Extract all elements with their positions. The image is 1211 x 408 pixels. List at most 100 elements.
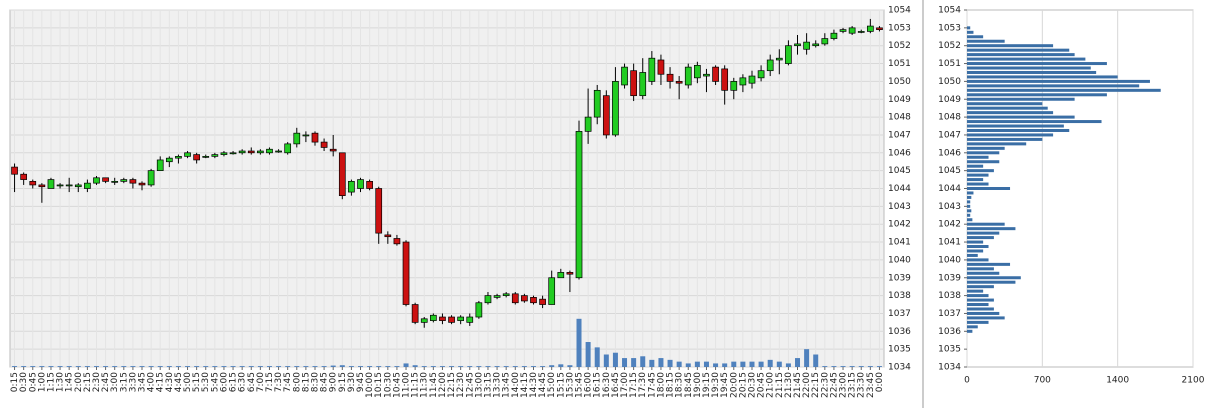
profile-bar: [967, 289, 984, 293]
volume-bar: [376, 366, 382, 367]
profile-bar: [967, 48, 1070, 52]
x-tick-label: 8:30: [310, 372, 320, 392]
volume-bar: [858, 366, 864, 367]
candle-body: [602, 95, 610, 136]
x-tick-label: 7:30: [274, 372, 284, 392]
x-tick-label: 1:45: [65, 372, 75, 392]
y-tick-label: 1035: [938, 345, 961, 355]
candle-body: [866, 25, 874, 32]
x-tick-label: 15:15: [556, 372, 566, 398]
profile-bar: [967, 53, 1075, 57]
x-tick-label: 23:15: [848, 372, 858, 398]
candle-body: [530, 297, 537, 304]
candle-body: [466, 316, 474, 323]
x-tick-label: 2:45: [101, 372, 111, 392]
profile-bar: [967, 267, 994, 271]
x-tick-label: 17:30: [638, 372, 648, 398]
profile-bar: [967, 329, 973, 333]
candle-body: [420, 318, 428, 323]
x-tick-label: 23:30: [857, 372, 867, 398]
profile-bar: [967, 128, 1070, 132]
volume-bar: [603, 354, 609, 367]
volume-bar: [48, 366, 54, 367]
candle-body: [475, 302, 483, 318]
volume-bar: [330, 365, 336, 367]
volume-bar: [703, 361, 709, 367]
x-tick-label: 5:15: [192, 372, 202, 392]
volume-bar: [521, 366, 527, 367]
candle-body: [612, 81, 619, 136]
volume-bar: [676, 361, 682, 367]
x-tick-label: 12:45: [465, 372, 475, 398]
profile-bar: [967, 79, 1150, 83]
volume-bar: [103, 366, 109, 367]
volume-bar: [694, 361, 700, 367]
volume-bar: [66, 366, 72, 367]
candle-body: [202, 156, 210, 158]
candle-body: [757, 70, 765, 79]
volume-bar: [485, 366, 491, 367]
volume-bar: [385, 366, 391, 367]
x-tick-label: 5:45: [210, 372, 220, 392]
y-tick-label: 1042: [888, 220, 911, 230]
x-tick-label: 7:00: [256, 372, 266, 392]
profile-bar: [967, 236, 994, 240]
x-tick-label: 21:45: [793, 372, 803, 398]
volume-bar: [631, 358, 637, 367]
candle-body: [302, 134, 310, 137]
candle-body: [830, 32, 838, 39]
x-tick-label: 11:45: [429, 372, 439, 398]
volume-bar: [594, 347, 600, 367]
profile-bar: [967, 325, 978, 329]
volume-bar: [84, 366, 90, 367]
volume-bar: [203, 366, 209, 367]
x-tick-label: 13:15: [483, 372, 493, 398]
candle-body: [766, 59, 774, 72]
profile-bar: [967, 200, 971, 204]
profile-bar: [967, 93, 1107, 97]
volume-bar: [30, 366, 36, 367]
volume-bar: [230, 366, 236, 367]
x-tick-label: 22:15: [811, 372, 821, 398]
x-tick-label: 11:30: [420, 372, 430, 398]
x-tick-label: 4:45: [174, 372, 184, 392]
x-tick-label: 16:00: [584, 372, 594, 398]
volume-bar: [12, 366, 18, 367]
candle-body: [721, 68, 729, 91]
candle-body: [812, 43, 820, 47]
y-tick-label: 1051: [888, 59, 911, 69]
x-tick-label: 1:30: [56, 372, 66, 392]
volume-bar: [194, 366, 200, 367]
x-tick-label: 0: [964, 376, 970, 386]
volume-bar: [367, 366, 373, 367]
x-tick-label: 2100: [1182, 376, 1205, 386]
volume-bar: [358, 366, 364, 367]
candle-body: [502, 293, 510, 296]
x-tick-label: 0:30: [19, 372, 29, 392]
x-tick-label: 9:30: [347, 372, 357, 392]
x-tick-label: 18:45: [684, 372, 694, 398]
candle-body: [311, 132, 319, 143]
x-tick-label: 3:00: [110, 372, 120, 392]
volume-bar: [412, 365, 418, 367]
volume-bar: [148, 366, 154, 367]
y-tick-label: 1038: [938, 291, 961, 301]
profile-bar: [967, 253, 978, 257]
profile-bar: [967, 146, 1005, 150]
x-tick-label: 18:15: [666, 372, 676, 398]
candle-body: [775, 57, 783, 61]
x-tick-label: 22:00: [802, 372, 812, 398]
x-tick-label: 12:00: [438, 372, 448, 398]
x-tick-label: 16:45: [611, 372, 621, 398]
candle-body: [712, 66, 719, 82]
candle-body: [429, 314, 437, 321]
x-tick-label: 20:00: [729, 372, 739, 398]
y-tick-label: 1052: [888, 41, 911, 51]
candle-body: [229, 152, 237, 155]
profile-bar: [967, 70, 1097, 74]
candle-body: [257, 150, 264, 154]
x-tick-label: 5:30: [201, 372, 211, 392]
y-tick-label: 1049: [888, 95, 911, 105]
x-tick-label: 23:00: [839, 372, 849, 398]
profile-bar: [967, 30, 974, 34]
